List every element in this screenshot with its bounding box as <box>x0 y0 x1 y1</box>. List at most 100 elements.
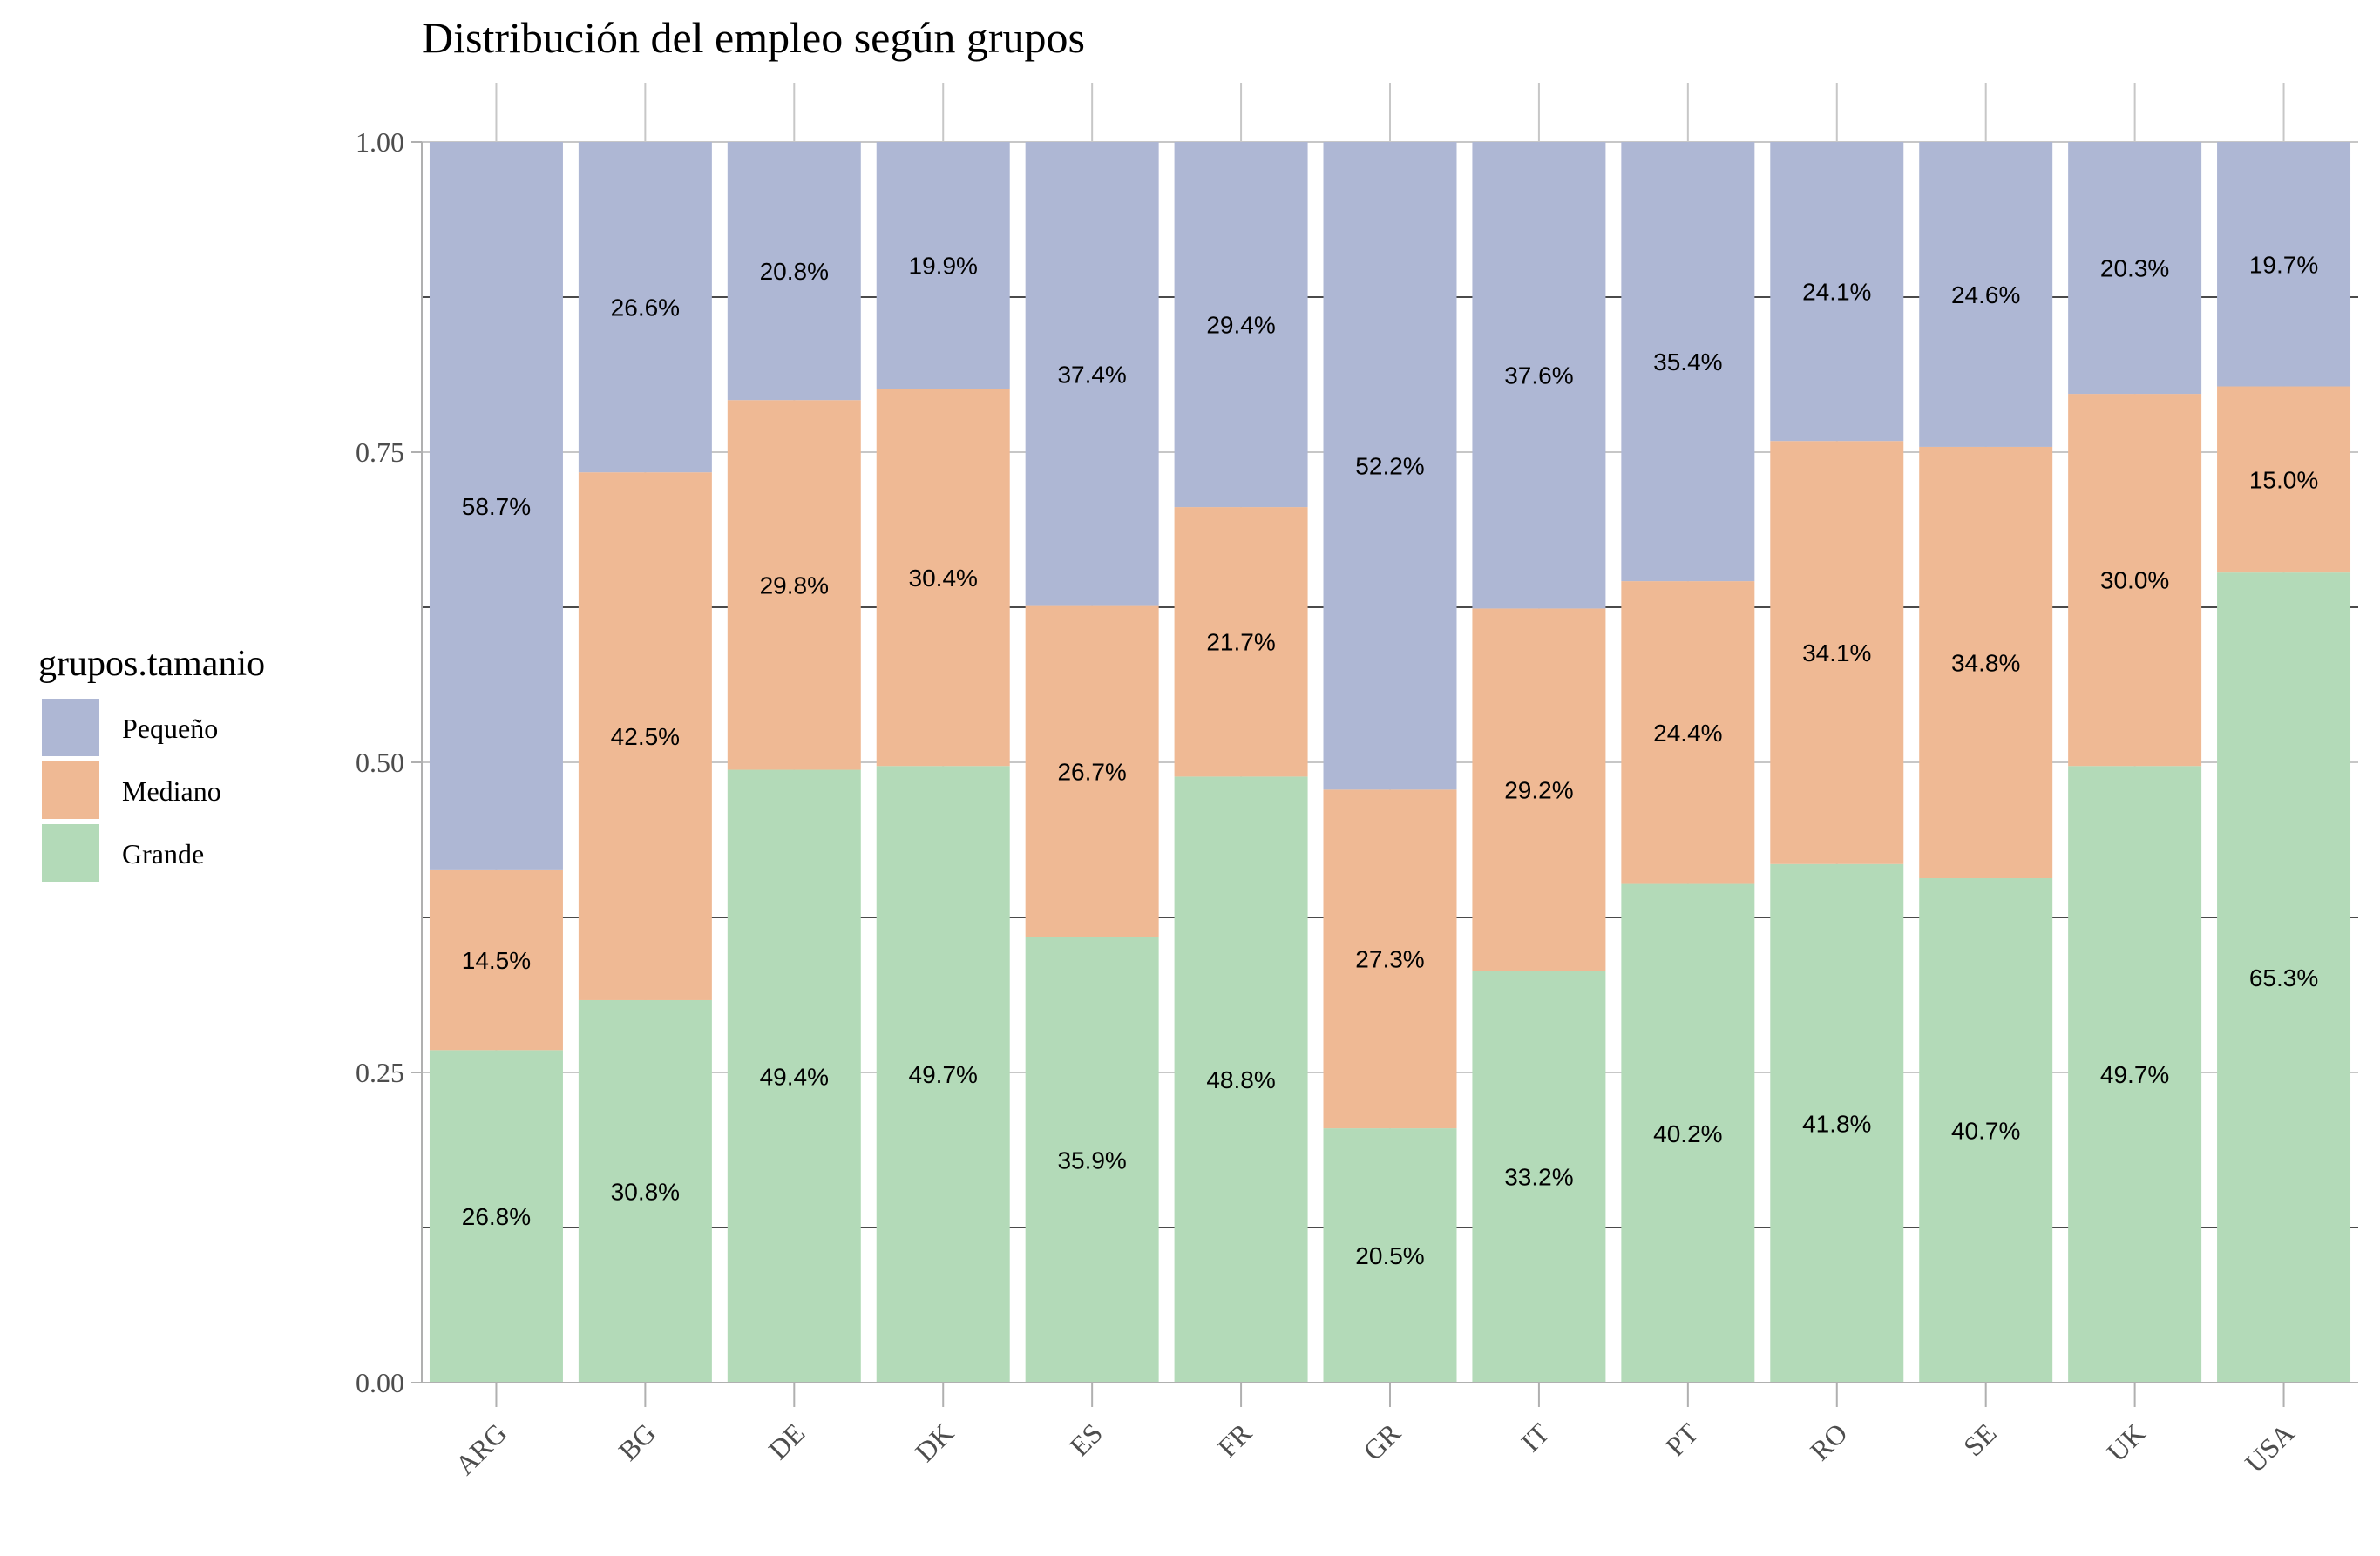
bar-segment-arg-pequeno <box>429 142 563 870</box>
bar-value-label: 33.2% <box>1504 1164 1573 1191</box>
bar-segment-ro-pequeno <box>1770 142 1904 442</box>
bar-value-label: 29.8% <box>760 572 829 599</box>
legend-swatch-2 <box>42 824 99 882</box>
x-tick-label: ES <box>1063 1417 1109 1462</box>
bar-segment-gr-grande <box>1323 1128 1457 1383</box>
bar-value-label: 26.7% <box>1057 759 1126 786</box>
bar-segment-dk-pequeno <box>876 142 1010 389</box>
bar-value-label: 20.5% <box>1355 1242 1424 1269</box>
bar-segment-it-pequeno <box>1472 142 1606 609</box>
bar-segment-usa-grande <box>2217 572 2351 1383</box>
legend-swatch-0 <box>42 699 99 756</box>
bar-segment-fr-mediano <box>1174 507 1308 777</box>
bar-segment-uk-pequeno <box>2068 142 2202 395</box>
x-tick-label: FR <box>1211 1417 1258 1464</box>
bar-segment-bg-pequeno <box>578 142 712 473</box>
bar-value-label: 49.7% <box>2100 1061 2169 1088</box>
bar-value-label: 24.1% <box>1802 279 1871 306</box>
bar-segment-fr-pequeno <box>1174 142 1308 508</box>
bar-segment-se-pequeno <box>1919 142 2053 447</box>
bar-segment-es-mediano <box>1025 605 1159 937</box>
bar-segment-arg-grande <box>429 1050 563 1383</box>
bar-value-label: 29.4% <box>1206 312 1275 339</box>
bar-value-label: 40.2% <box>1653 1120 1722 1147</box>
bar-value-label: 26.6% <box>611 294 680 321</box>
legend-label: Pequeño <box>122 713 218 744</box>
bars-layer <box>429 142 2351 1383</box>
bar-value-label: 49.7% <box>909 1061 978 1088</box>
bar-value-label: 34.1% <box>1802 639 1871 666</box>
x-tick-label: ARG <box>449 1417 512 1480</box>
bar-segment-se-mediano <box>1919 446 2053 879</box>
bar-segment-de-grande <box>727 769 861 1383</box>
y-tick-label: 0.25 <box>356 1057 404 1088</box>
bar-value-label: 42.5% <box>611 723 680 750</box>
x-tick-label: RO <box>1804 1417 1854 1466</box>
bar-segment-it-mediano <box>1472 608 1606 971</box>
bar-value-label: 19.9% <box>909 253 978 280</box>
bar-segment-dk-mediano <box>876 389 1010 767</box>
bar-value-label: 21.7% <box>1206 629 1275 656</box>
bar-value-label: 52.2% <box>1355 453 1424 480</box>
bar-value-label: 19.7% <box>2249 251 2318 278</box>
y-tick-label: 0.00 <box>356 1367 404 1398</box>
bar-value-label: 30.4% <box>909 565 978 592</box>
bar-value-label: 24.4% <box>1653 720 1722 747</box>
legend-label: Grande <box>122 838 204 869</box>
y-tick-label: 0.50 <box>356 747 404 778</box>
bar-value-label: 58.7% <box>462 493 531 520</box>
y-tick-label: 0.75 <box>356 436 404 468</box>
bar-segment-de-pequeno <box>727 142 861 401</box>
bar-value-label: 37.6% <box>1504 362 1573 389</box>
bar-value-label: 26.8% <box>462 1203 531 1230</box>
bar-value-label: 27.3% <box>1355 946 1424 973</box>
bar-segment-se-grande <box>1919 878 2053 1383</box>
bar-value-label: 20.3% <box>2100 255 2169 282</box>
x-tick-label: SE <box>1957 1417 2003 1462</box>
bar-value-label: 34.8% <box>1951 649 2020 676</box>
bar-segment-ro-mediano <box>1770 441 1904 864</box>
bar-value-label: 29.2% <box>1504 776 1573 803</box>
bar-value-label: 35.9% <box>1057 1147 1126 1174</box>
bar-value-label: 35.4% <box>1653 348 1722 375</box>
x-tick-label: PT <box>1659 1417 1705 1462</box>
bar-segment-ro-grande <box>1770 863 1904 1383</box>
bar-value-label: 30.8% <box>611 1178 680 1205</box>
bar-value-label: 65.3% <box>2249 964 2318 991</box>
bar-segment-bg-grande <box>578 999 712 1383</box>
x-tick-label: BG <box>612 1417 661 1466</box>
bar-value-label: 14.5% <box>462 947 531 974</box>
bar-segment-bg-mediano <box>578 472 712 1000</box>
bar-segment-pt-mediano <box>1621 581 1755 884</box>
bar-value-label: 48.8% <box>1206 1066 1275 1093</box>
bar-segment-es-pequeno <box>1025 142 1159 606</box>
bar-value-label: 24.6% <box>1951 281 2020 308</box>
legend-title: grupos.tamanio <box>38 644 265 684</box>
bar-segment-es-grande <box>1025 937 1159 1383</box>
x-tick-label: DE <box>763 1417 811 1465</box>
bar-value-label: 20.8% <box>760 258 829 285</box>
bar-segment-pt-pequeno <box>1621 142 1755 582</box>
bar-value-label: 41.8% <box>1802 1110 1871 1137</box>
legend-label: Mediano <box>122 775 221 807</box>
bar-segment-arg-mediano <box>429 869 563 1051</box>
x-tick-label: IT <box>1515 1417 1556 1458</box>
x-tick-label: UK <box>2100 1417 2151 1467</box>
legend: grupos.tamanio Pequeño Mediano Grande <box>38 644 265 882</box>
bar-value-label: 37.4% <box>1057 361 1126 388</box>
y-tick-label: 1.00 <box>356 126 404 158</box>
chart-title: Distribución del empleo según grupos <box>422 13 1085 62</box>
bar-value-label: 40.7% <box>1951 1118 2020 1145</box>
axis-layer: 0.00 0.25 0.50 0.75 1.00 ARG BG DE DK ES FR GR IT PT R… <box>356 126 2358 1481</box>
bar-value-label: 15.0% <box>2249 466 2318 493</box>
bar-segment-gr-mediano <box>1323 789 1457 1129</box>
bar-segment-pt-grande <box>1621 883 1755 1383</box>
bar-segment-usa-pequeno <box>2217 142 2351 387</box>
bar-value-label: 30.0% <box>2100 567 2169 594</box>
bar-segment-uk-mediano <box>2068 394 2202 767</box>
bar-value-label: 49.4% <box>760 1063 829 1090</box>
bar-segment-gr-pequeno <box>1323 142 1457 790</box>
x-tick-label: GR <box>1357 1417 1407 1466</box>
